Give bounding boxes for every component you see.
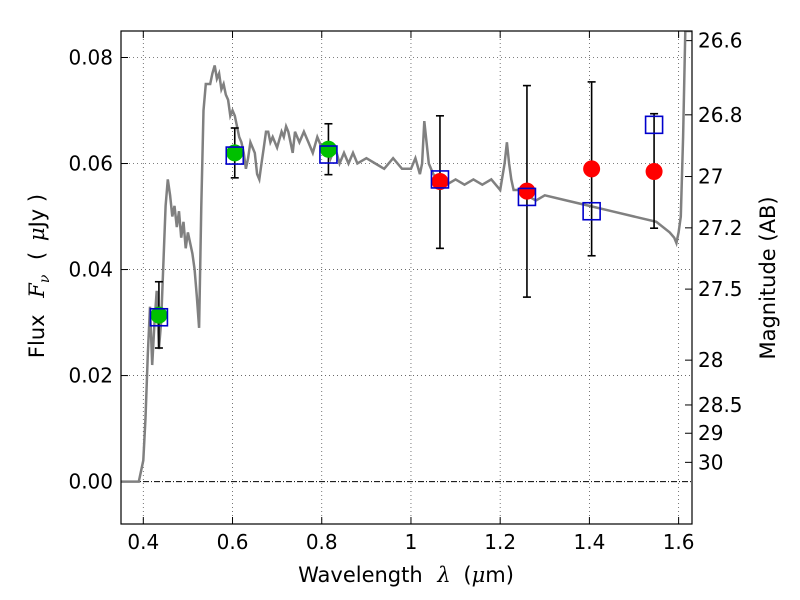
x-tick-label: 0.4 [127,530,159,554]
model-band-flux-square [517,187,537,207]
model-band-flux-square [149,307,169,327]
right-axis-label: Magnitude (AB) [756,196,780,359]
data-point [319,140,337,158]
x-tick-label: 1.6 [663,530,695,554]
model-band-flux-square [644,115,664,135]
model-band-flux-square [430,170,450,189]
y-tick-label: 0.06 [68,152,113,176]
magnitude-tick-label: 27.2 [698,216,743,240]
plot-area [121,31,692,483]
x-tick-label: 1 [405,530,418,554]
magnitude-tick-label: 29 [698,421,723,445]
data-point [583,160,601,178]
magnitude-tick-label: 26.6 [698,29,743,53]
data-point [645,162,663,180]
x-tick-label: 1.4 [573,530,605,554]
model-band-flux-square [225,146,245,165]
tick-labels: 0.4 0.6 0.8 1 1.2 1.4 1.6 0.00 0.02 0.04 0.06 0.08 2… [68,29,742,554]
data-point [518,182,536,200]
magnitude-tick-label: 26.8 [698,103,743,127]
magnitude-tick-label: 30 [698,450,723,474]
x-axis-label: Wavelength λ (μm) [298,563,514,587]
x-tick-label: 1.2 [484,530,516,554]
model-band-flux-square [582,201,601,221]
magnitude-tick-label: 27 [698,165,723,189]
model-spectrum-line [121,31,692,483]
axis-ticks [121,31,692,524]
plot-frame [120,30,693,525]
x-tick-label: 0.6 [217,530,249,554]
y-tick-label: 0.04 [68,258,113,282]
magnitude-tick-label: 28 [698,348,723,372]
y-axis-label: Flux Fν ( μJy ) [25,194,54,358]
y-tick-label: 0.00 [68,470,113,494]
model-band-flux-square [319,145,338,164]
x-tick-label: 0.8 [306,530,338,554]
magnitude-tick-label: 27.5 [698,277,743,301]
magnitude-tick-label: 28.5 [698,393,743,417]
y-tick-label: 0.08 [68,46,113,70]
y-tick-label: 0.02 [68,364,113,388]
